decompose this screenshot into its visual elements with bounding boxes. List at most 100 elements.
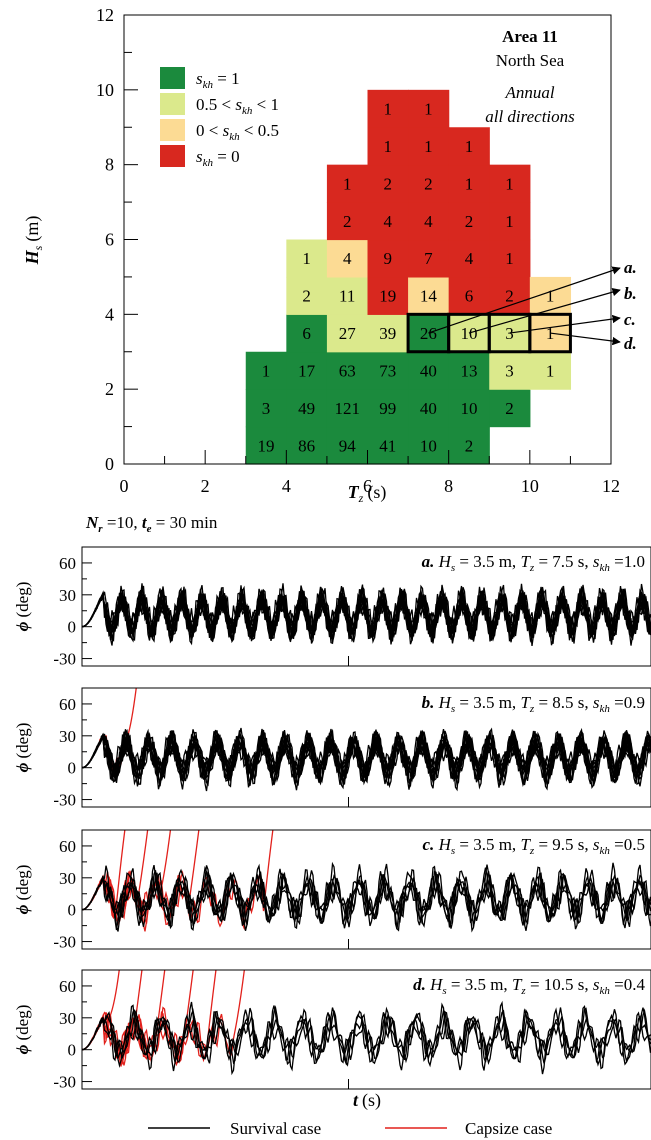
panel-case-label: c. Hs = 3.5 m, Tz = 9.5 s, skh =0.5 [423, 835, 645, 857]
heatmap-cell [286, 276, 328, 315]
cell-count: 1 [465, 137, 474, 156]
cell-count: 2 [505, 399, 514, 418]
heatmap-cell [408, 164, 450, 203]
cell-count: 40 [420, 399, 437, 418]
cell-count: 2 [424, 174, 433, 193]
roll-time-series-panels: -30 0 30 60 ϕ(deg) a. Hs = 3.5 m, Tz = 7.5 s,… [13, 546, 651, 1092]
panel-a: -30 0 30 60 ϕ(deg) a. Hs = 3.5 m, Tz = 7.5 s,… [13, 546, 651, 669]
heatmap-cell [286, 351, 328, 390]
sea-state-heatmap: 1931864917621941216327114214199733919942… [22, 5, 637, 505]
panel-y-tick-label: -30 [53, 933, 76, 952]
pointer-label-d: d. [624, 334, 637, 353]
heatmap-cell [448, 164, 490, 203]
cell-count: 2 [302, 287, 311, 306]
cell-count: 13 [460, 361, 477, 380]
cell-count: 41 [379, 436, 396, 455]
y-tick-label: 10 [96, 80, 114, 100]
cell-count: 1 [384, 137, 393, 156]
cell-count: 9 [384, 249, 393, 268]
heatmap-cell [408, 239, 450, 278]
panel-y-tick-label: 30 [59, 586, 76, 605]
heatmap-cell [367, 314, 409, 353]
heatmap-annotation-line2: all directions [485, 107, 575, 126]
x-axis-ticks: 0 2 4 6 8 10 12 [120, 450, 620, 496]
cell-count: 1 [546, 287, 555, 306]
panel-y-axis-title: ϕ(deg) [13, 865, 32, 915]
y-axis-title: Hs(m) [22, 216, 45, 266]
heatmap-cell [326, 314, 369, 353]
capsize-trace [82, 970, 143, 1066]
cell-count: 2 [343, 212, 352, 231]
x-tick-label: 0 [120, 476, 129, 496]
cell-count: 19 [379, 287, 396, 306]
heatmap-cell [286, 426, 328, 465]
heatmap-cell [408, 276, 450, 315]
heatmap-cell [448, 351, 490, 390]
heatmap-cell [367, 426, 409, 465]
panel-case-label: b. Hs = 3.5 m, Tz = 8.5 s, skh =0.9 [422, 693, 645, 715]
heatmap-cell [245, 351, 287, 390]
panel-case-label: a. Hs = 3.5 m, Tz = 7.5 s, skh =1.0 [422, 552, 645, 574]
panel-y-axis-title: ϕ(deg) [13, 723, 32, 773]
panel-y-axis-title: ϕ(deg) [13, 582, 32, 632]
cell-count: 4 [424, 212, 433, 231]
legend-label-skh-0: skh = 0 [196, 147, 240, 169]
pointer-arrow-b [468, 288, 621, 334]
heatmap-title: Area 11 [502, 27, 558, 46]
cell-count: 3 [505, 361, 514, 380]
legend-label-skh-1: skh = 1 [196, 69, 240, 91]
cell-count: 14 [420, 287, 438, 306]
highlighted-cells [406, 312, 572, 354]
heatmap-cell [367, 389, 409, 428]
cell-count: 73 [379, 361, 396, 380]
cell-count: 1 [302, 249, 311, 268]
cell-count: 19 [258, 436, 275, 455]
heatmap-cell [245, 426, 287, 465]
heatmap-cell [367, 127, 409, 166]
cell-count: 27 [339, 324, 357, 343]
cell-count: 17 [298, 361, 316, 380]
cell-count: 1 [424, 137, 433, 156]
cell-count: 99 [379, 399, 396, 418]
cell-count: 6 [302, 324, 311, 343]
heatmap-cell [489, 389, 531, 428]
cell-count: 63 [339, 361, 356, 380]
pointer-arrow-d [550, 332, 621, 346]
heatmap-cell [367, 239, 409, 278]
panel-y-tick-label: -30 [53, 650, 76, 669]
cell-count: 94 [339, 436, 357, 455]
cell-count: 1 [505, 249, 514, 268]
heatmap-cell [448, 389, 490, 428]
heatmap-cell [408, 127, 450, 166]
cell-count: 10 [460, 399, 477, 418]
heatmap-cell [367, 276, 409, 315]
survival-trace [82, 864, 651, 931]
cell-count: 6 [465, 287, 474, 306]
panel-y-tick-label: -30 [53, 791, 76, 810]
panel-y-tick-label: 0 [68, 618, 77, 637]
y-tick-label: 12 [96, 5, 114, 25]
cell-count: 1 [465, 174, 474, 193]
heatmap-cell [489, 351, 531, 390]
panel-y-tick-label: -30 [53, 1073, 76, 1092]
panel-y-tick-label: 60 [59, 554, 76, 573]
x-tick-label: 8 [444, 476, 453, 496]
x-axis-title: Tz (s) [348, 482, 387, 505]
cell-count: 1 [505, 174, 514, 193]
panel-frame [81, 969, 651, 1090]
panel-d: -30 0 30 60 ϕ(deg) d. Hs = 3.5 m, Tz = 10.5 s… [13, 969, 651, 1092]
cell-count: 2 [465, 212, 474, 231]
cell-count: 4 [465, 249, 474, 268]
cell-count: 49 [298, 399, 315, 418]
legend-label-skh-0-05: 0 < skh < 0.5 [196, 121, 279, 143]
cell-count: 1 [424, 100, 433, 119]
cell-count: 2 [384, 174, 393, 193]
panel-y-axis-title: ϕ(deg) [13, 1005, 32, 1055]
heatmap-cell [408, 426, 450, 465]
heatmap-cell [245, 389, 287, 428]
x-tick-label: 4 [282, 476, 291, 496]
heatmap-cell [326, 164, 369, 203]
heatmap-cell [367, 351, 409, 390]
heatmap-cell [326, 426, 369, 465]
panel-c: -30 0 30 60 ϕ(deg) c. Hs = 3.5 m, Tz = 9.5 s,… [13, 829, 651, 952]
